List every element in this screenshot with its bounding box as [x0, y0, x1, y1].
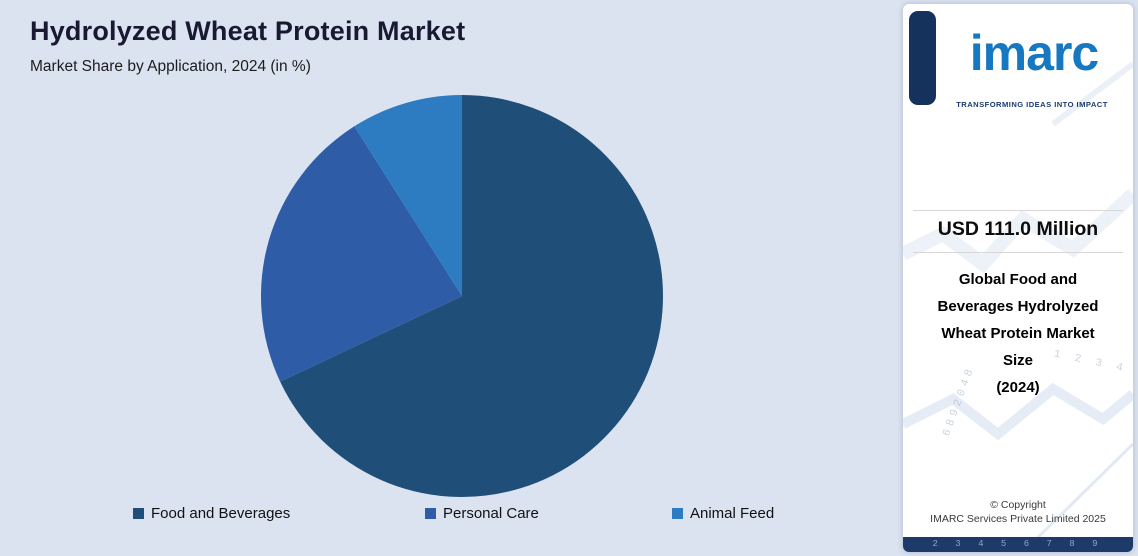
legend-item-animal-feed: Animal Feed [672, 505, 774, 522]
copyright-notice: © Copyright IMARC Services Private Limit… [903, 498, 1133, 526]
market-size-value: USD 111.0 Million [937, 218, 1099, 240]
copyright-line-2: IMARC Services Private Limited 2025 [930, 513, 1106, 525]
logo-accent-bar [909, 11, 936, 105]
divider-top [913, 210, 1123, 211]
divider-bottom [913, 252, 1123, 253]
legend-label: Animal Feed [690, 505, 775, 522]
imarc-logo: imarc [969, 25, 1099, 81]
legend-label: Food and Beverages [151, 505, 291, 522]
legend-swatch [425, 508, 436, 519]
brand-info-card: 1 2 3 4 6892048 imarc TRANSFORMING IDEAS… [903, 4, 1133, 552]
pie-chart-svg [260, 95, 663, 497]
legend-label: Personal Care [443, 505, 539, 522]
legend-swatch [672, 508, 683, 519]
pie-slice-food-and-beverages [280, 95, 663, 497]
copyright-line-1: © Copyright [990, 499, 1046, 511]
market-size-line: Beverages Hydrolyzed [937, 298, 1099, 315]
pie-slice-animal-feed [354, 95, 462, 296]
legend-swatch [133, 508, 144, 519]
legend-item-personal-care: Personal Care [425, 505, 539, 522]
market-size-line: (2024) [996, 379, 1040, 396]
market-size-line: Wheat Protein Market [941, 325, 1095, 342]
market-size-line: Global Food and [958, 271, 1078, 288]
chart-legend: Food and Beverages Personal Care Animal … [0, 505, 900, 529]
pie-slice-personal-care [260, 126, 462, 382]
chart-subtitle: Market Share by Application, 2024 (in %) [30, 58, 311, 75]
decorative-number-strip: 2 3 4 5 6 7 8 9 [903, 537, 1133, 552]
pie-chart [260, 94, 664, 498]
imarc-tagline: TRANSFORMING IDEAS INTO IMPACT [956, 100, 1108, 109]
chart-area: Hydrolyzed Wheat Protein Market Market S… [0, 16, 900, 529]
market-size-line: Size [1002, 352, 1033, 369]
legend-item-food-and-beverages: Food and Beverages [133, 505, 290, 522]
market-size-description: Global Food and Beverages Hydrolyzed Whe… [911, 266, 1125, 401]
page-title: Hydrolyzed Wheat Protein Market [30, 16, 466, 46]
